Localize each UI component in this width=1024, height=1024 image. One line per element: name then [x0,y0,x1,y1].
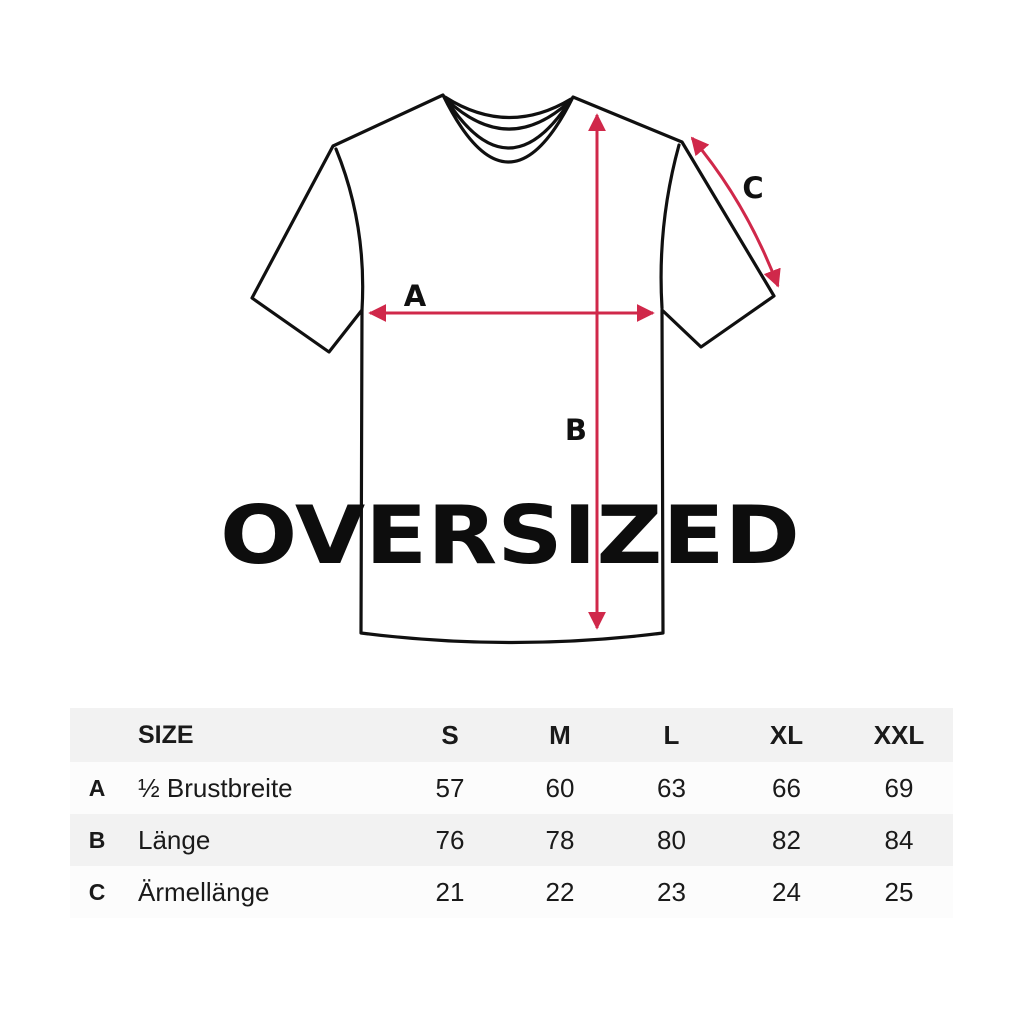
table-row-c: C Ärmellänge 21 22 23 24 25 [70,866,953,918]
value-c-xxl: 25 [884,876,914,907]
collar-curve-3 [446,100,570,150]
value-a-xxl: 69 [884,772,914,803]
measurement-label-a: A [404,279,427,313]
table-row-b: B Länge 76 78 80 82 84 [70,814,953,866]
row-label: Ärmellänge [138,876,270,907]
tshirt-outline [250,93,776,645]
column-header-size: SIZE [138,720,194,749]
value-a-m: 60 [545,772,575,803]
column-header-m: M [549,719,571,750]
armhole-seam-left [334,147,365,312]
value-b-xl: 82 [772,824,801,855]
value-c-l: 23 [657,876,686,907]
row-key: B [88,826,106,853]
row-key: A [88,774,106,801]
column-header-l: L [663,719,680,750]
column-header-s: S [441,719,459,750]
value-b-xxl: 84 [884,824,914,855]
value-a-xl: 66 [772,772,801,803]
collar-curve-2 [444,97,572,131]
armhole-seam-right [659,143,681,310]
row-key: C [88,878,106,905]
row-label: ½ Brustbreite [138,772,293,803]
collar-curve-1 [443,95,573,120]
value-a-s: 57 [435,772,465,803]
measurement-label-b: B [565,413,587,447]
size-table: SIZE S M L XL XXL A ½ Brustbreite 57 60 … [70,708,953,918]
measurement-arrow-c [690,136,781,288]
row-label: Länge [138,824,211,855]
value-c-s: 21 [435,876,465,907]
value-b-m: 78 [545,824,575,855]
value-c-xl: 24 [772,876,801,907]
column-header-xl: XL [769,719,804,750]
oversized-title: OVERSIZED [220,489,800,582]
value-b-l: 80 [657,824,686,855]
value-a-l: 63 [657,772,686,803]
value-c-m: 22 [545,876,575,907]
value-b-s: 76 [435,824,465,855]
measurement-label-c: C [742,171,763,205]
size-table-header-row: SIZE S M L XL XXL [70,708,953,762]
column-header-xxl: XXL [873,719,925,750]
table-row-a: A ½ Brustbreite 57 60 63 66 69 [70,762,953,814]
